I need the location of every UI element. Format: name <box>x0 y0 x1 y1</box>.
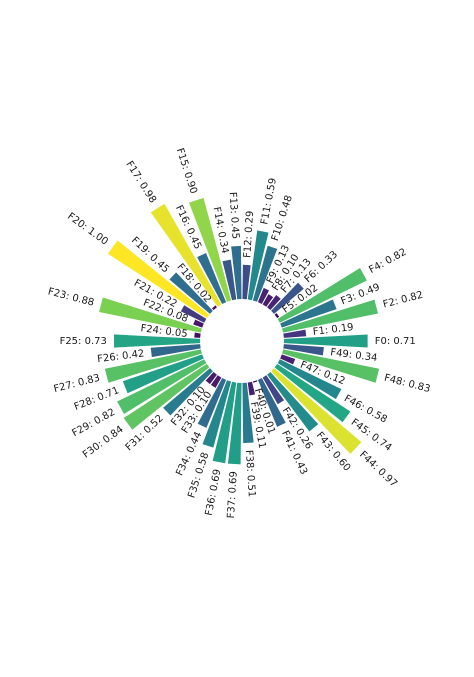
bar-F28 <box>122 354 204 394</box>
bar-F12 <box>242 264 251 300</box>
bar-F33 <box>210 375 222 388</box>
bar-F26 <box>150 344 201 358</box>
bar-label-F23: F23: 0.88 <box>47 286 96 308</box>
bar-F15 <box>189 197 232 302</box>
bar-F1 <box>283 329 307 338</box>
bar-label-F27: F27: 0.83 <box>53 373 102 395</box>
bar-label-F20: F20: 1.00 <box>65 211 110 248</box>
bar-F35 <box>202 380 232 448</box>
bar-label-F13: F13: 0.45 <box>227 192 241 240</box>
bar-F20 <box>107 240 210 319</box>
bar-F23 <box>99 297 202 333</box>
bar-F47 <box>280 354 296 365</box>
bars-layer <box>99 197 380 465</box>
bar-F36 <box>212 381 237 464</box>
bar-label-F17: F17: 0.98 <box>123 159 158 205</box>
bar-label-F15: F15: 0.90 <box>174 147 199 195</box>
bar-F18 <box>212 305 217 311</box>
bar-F9 <box>257 287 270 304</box>
bar-F16 <box>197 252 227 304</box>
bar-F10 <box>252 245 278 302</box>
bar-F21 <box>180 305 207 323</box>
bar-F30 <box>123 363 210 430</box>
bar-F5 <box>274 313 280 319</box>
bar-F3 <box>280 299 337 328</box>
bar-F39 <box>247 381 256 396</box>
bar-F6 <box>271 282 304 314</box>
bar-label-F37: F37: 0.69 <box>226 471 240 519</box>
bar-F32 <box>205 371 217 385</box>
bar-F37 <box>227 382 242 465</box>
bar-label-F0: F0: 0.71 <box>375 336 416 347</box>
bar-F38 <box>242 382 254 444</box>
bar-F34 <box>197 378 227 428</box>
bar-F45 <box>274 363 351 423</box>
bar-label-F12: F12: 0.29 <box>242 210 256 258</box>
bar-label-F1: F1: 0.19 <box>312 322 354 338</box>
bar-F46 <box>277 359 342 400</box>
bar-F4 <box>277 267 367 323</box>
bar-F0 <box>283 334 368 348</box>
bar-F27 <box>104 349 202 383</box>
bar-F19 <box>169 272 213 314</box>
bar-label-F28: F28: 0.71 <box>73 385 121 413</box>
bar-F13 <box>231 245 242 300</box>
bar-label-F46: F46: 0.58 <box>342 393 389 425</box>
bar-label-F38: F38: 0.51 <box>243 450 257 498</box>
bar-F41 <box>257 378 286 427</box>
bar-F49 <box>283 344 324 356</box>
bar-label-F4: F4: 0.82 <box>367 247 408 276</box>
bar-F14 <box>222 259 237 301</box>
bar-label-F36: F36: 0.69 <box>204 468 224 517</box>
bar-label-F25: F25: 0.73 <box>60 336 107 347</box>
bar-label-F48: F48: 0.83 <box>383 373 432 395</box>
bar-F8 <box>262 294 274 307</box>
bar-F42 <box>262 375 285 405</box>
bar-F2 <box>282 299 378 333</box>
bar-F25 <box>114 334 201 348</box>
bar-label-F2: F2: 0.82 <box>382 290 424 311</box>
bar-label-F44: F44: 0.97 <box>357 449 399 489</box>
bar-F40 <box>252 380 258 383</box>
bar-F29 <box>117 359 207 415</box>
bar-F7 <box>267 295 281 311</box>
bar-F43 <box>267 371 319 432</box>
bar-F48 <box>282 349 380 383</box>
bar-F31 <box>163 368 213 416</box>
bar-F17 <box>150 203 222 307</box>
bar-F11 <box>247 230 269 301</box>
bar-F24 <box>194 332 201 338</box>
bar-F22 <box>193 319 204 328</box>
bar-F44 <box>271 368 362 454</box>
